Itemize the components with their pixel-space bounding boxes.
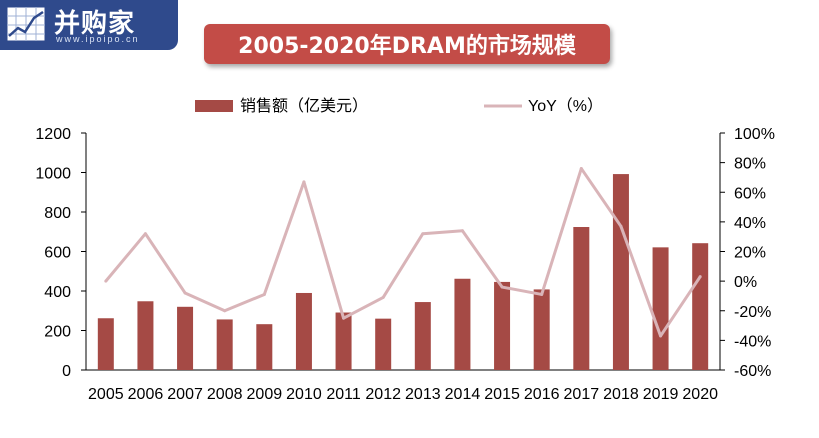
- y-right-tick-label: 40%: [734, 215, 766, 232]
- bar: [692, 243, 709, 370]
- x-tick-label: 2018: [603, 386, 639, 403]
- yoy-point: [183, 291, 187, 295]
- yoy-point: [698, 275, 702, 279]
- yoy-point: [262, 292, 266, 296]
- yoy-point: [500, 285, 504, 289]
- y-left-tick-label: 200: [44, 324, 71, 341]
- logo-url: www.ipoipo.cn: [56, 34, 140, 44]
- y-right-tick-label: 20%: [734, 245, 766, 262]
- legend: 销售额（亿美元） YoY（%）: [195, 97, 603, 115]
- logo: 并购家 www.ipoipo.cn: [0, 0, 178, 50]
- bar: [612, 174, 629, 370]
- yoy-point: [143, 232, 147, 236]
- bar: [375, 318, 392, 370]
- yoy-line-group: [104, 167, 702, 338]
- bar: [573, 227, 590, 370]
- x-tick-label: 2006: [128, 386, 164, 403]
- legend-bar-label: 销售额（亿美元）: [240, 97, 368, 115]
- yoy-point: [342, 316, 346, 320]
- y-right-tick-label: 60%: [734, 185, 766, 202]
- bar: [295, 292, 312, 370]
- yoy-point: [659, 334, 663, 338]
- y-right-tick-label: 80%: [734, 156, 766, 173]
- chart-title-text: 2005-2020年DRAM的市场规模: [238, 34, 576, 59]
- y-right-tick-label: 0%: [734, 274, 757, 291]
- y-left-tick-label: 1200: [35, 126, 71, 143]
- y-right-tick-label: 100%: [734, 126, 775, 143]
- x-tick-label: 2011: [326, 386, 361, 403]
- bar: [216, 319, 233, 370]
- yoy-point: [104, 279, 108, 283]
- yoy-point: [619, 224, 623, 228]
- legend-line-label: YoY（%）: [528, 97, 603, 115]
- y-left-tick-label: 800: [44, 205, 71, 222]
- x-tick-label: 2005: [88, 386, 124, 403]
- x-tick-label: 2019: [643, 386, 679, 403]
- yoy-point: [579, 167, 583, 171]
- tick-labels: 0 200 400 600 800 1000 1200 -60% -40% -20% 0% 20% 40…: [35, 126, 775, 403]
- x-tick-label: 2009: [247, 386, 283, 403]
- yoy-point: [460, 229, 464, 233]
- y-left-tick-label: 600: [44, 245, 71, 262]
- x-tick-label: 2010: [286, 386, 322, 403]
- bar: [454, 278, 471, 370]
- y-left-tick-label: 1000: [35, 166, 71, 183]
- y-left-tick-label: 0: [62, 363, 71, 380]
- x-tick-label: 2016: [524, 386, 560, 403]
- y-left-tick-label: 400: [44, 284, 71, 301]
- x-tick-label: 2007: [167, 386, 203, 403]
- yoy-point: [302, 180, 306, 184]
- x-tick-label: 2013: [405, 386, 441, 403]
- chart-icon: [6, 6, 46, 42]
- y-right-tick-label: -20%: [734, 304, 771, 321]
- x-tick-label: 2017: [564, 386, 600, 403]
- legend-bar-swatch: [195, 100, 233, 112]
- x-tick-label: 2008: [207, 386, 243, 403]
- x-tick-label: 2014: [445, 386, 481, 403]
- chart-title: 2005-2020年DRAM的市场规模: [204, 24, 610, 64]
- yoy-point: [540, 292, 544, 296]
- bar: [533, 289, 550, 370]
- bar: [335, 312, 352, 370]
- bar: [414, 302, 431, 370]
- bar: [177, 306, 194, 370]
- bar: [137, 301, 154, 370]
- bar: [494, 281, 511, 370]
- bar: [256, 324, 273, 370]
- yoy-point: [381, 295, 385, 299]
- y-right-tick-label: -60%: [734, 363, 771, 380]
- x-tick-label: 2015: [484, 386, 520, 403]
- x-tick-label: 2012: [365, 386, 401, 403]
- yoy-line: [104, 167, 702, 338]
- yoy-point: [223, 309, 227, 313]
- x-tick-label: 2020: [682, 386, 718, 403]
- logo-name: 并购家: [54, 9, 136, 39]
- bar: [652, 247, 669, 370]
- bar: [97, 318, 114, 370]
- bars: [97, 174, 709, 370]
- y-right-tick-label: -40%: [734, 333, 771, 350]
- yoy-point: [421, 232, 425, 236]
